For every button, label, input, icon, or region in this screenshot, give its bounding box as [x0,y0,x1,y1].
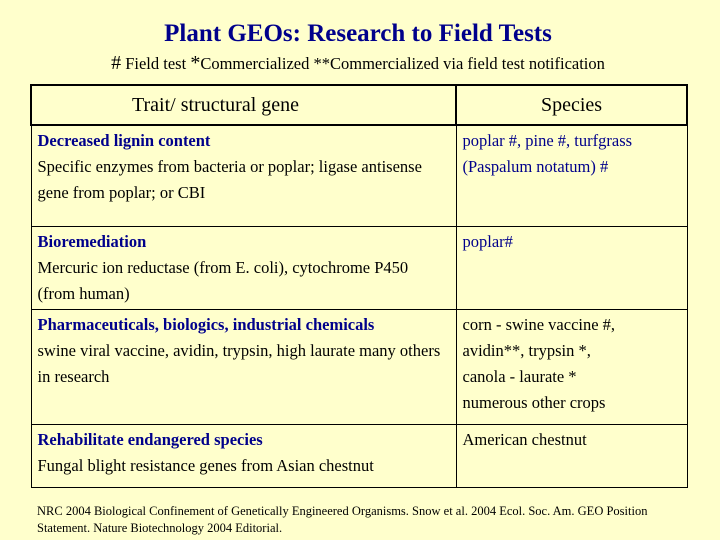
legend-text-field-test: Field test [121,54,191,73]
table-header-row: Trait/ structural gene Species [30,84,688,126]
table-row: Rehabilitate endangered species Fungal b… [30,424,688,488]
legend-mark-notification: ** [313,54,330,73]
species-line: numerous other crops [462,393,606,412]
legend-mark-field-test: # [111,52,122,74]
header-trait: Trait/ structural gene [30,84,457,126]
table-row: Bioremediation Mercuric ion reductase (f… [30,226,688,310]
trait-cell: Decreased lignin content Specific enzyme… [30,124,457,227]
species-line: poplar #, pine #, turfgrass [462,131,633,150]
species-line: avidin**, trypsin *, [462,341,591,360]
legend-line: # Field test *Commercialized **Commercia… [0,52,716,75]
table-row: Pharmaceuticals, biologics, industrial c… [30,309,688,425]
legend-text-commercialized: Commercialized [200,54,314,73]
trait-detail: Mercuric ion reductase (from E. coli), c… [37,258,409,303]
species-line: (Paspalum notatum) # [462,157,609,176]
species-line: poplar# [462,232,513,251]
species-line: corn - swine vaccine #, [462,315,616,334]
trait-cell: Pharmaceuticals, biologics, industrial c… [30,309,457,425]
citation-footnote: NRC 2004 Biological Confinement of Genet… [37,504,648,535]
species-line: American chestnut [462,430,587,449]
species-line: canola - laurate * [462,367,577,386]
species-cell: poplar# [455,226,688,310]
header-species: Species [455,84,688,126]
trait-cell: Bioremediation Mercuric ion reductase (f… [30,226,457,310]
trait-detail: Specific enzymes from bacteria or poplar… [37,157,422,202]
trait-species-table: Trait/ structural gene Species Decreased… [30,84,688,488]
trait-title: Bioremediation [37,232,147,251]
trait-cell: Rehabilitate endangered species Fungal b… [30,424,457,488]
trait-title: Rehabilitate endangered species [37,430,263,449]
trait-title: Pharmaceuticals, biologics, industrial c… [37,315,375,334]
species-cell: corn - swine vaccine #, avidin**, trypsi… [455,309,688,425]
legend-mark-commercialized: * [190,52,201,74]
trait-detail: Fungal blight resistance genes from Asia… [37,456,374,475]
species-cell: American chestnut [455,424,688,488]
slide-title: Plant GEOs: Research to Field Tests [164,20,552,47]
trait-detail: swine viral vaccine, avidin, trypsin, hi… [37,341,441,386]
legend-text-notification: Commercialized via field test notificati… [329,54,605,73]
species-cell: poplar #, pine #, turfgrass (Paspalum no… [455,124,688,227]
trait-title: Decreased lignin content [37,131,211,150]
table-row: Decreased lignin content Specific enzyme… [30,124,688,227]
